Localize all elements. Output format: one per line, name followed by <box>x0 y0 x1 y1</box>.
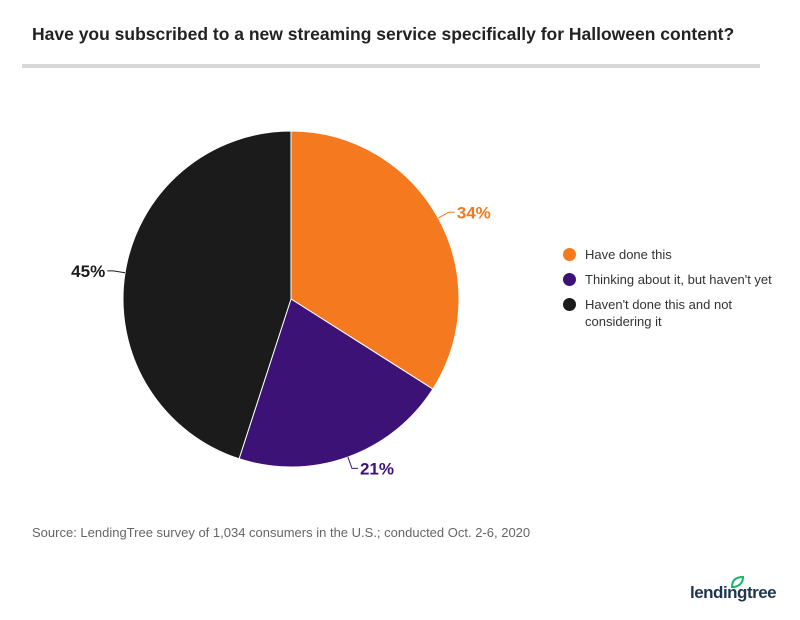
pie-slice <box>290 130 460 390</box>
source-note: Source: LendingTree survey of 1,034 cons… <box>32 525 531 540</box>
leaf-icon <box>730 576 744 588</box>
legend-item: Haven't done this and not considering it <box>563 296 773 330</box>
legend-item: Thinking about it, but haven't yet <box>563 271 773 288</box>
legend-swatch <box>563 248 576 261</box>
data-label: 21% <box>360 459 394 478</box>
legend-swatch <box>563 298 576 311</box>
legend: Have done this Thinking about it, but hav… <box>563 246 773 338</box>
logo-text: lendingtree <box>690 583 777 602</box>
pie-slice <box>122 130 292 460</box>
legend-swatch <box>563 273 576 286</box>
chart-title: Have you subscribed to a new streaming s… <box>32 24 735 44</box>
data-label: 34% <box>457 203 491 222</box>
legend-label: Haven't done this and not considering it <box>585 297 733 329</box>
legend-item: Have done this <box>563 246 773 263</box>
legend-label: Have done this <box>585 247 672 262</box>
legend-label: Thinking about it, but haven't yet <box>585 272 772 287</box>
leader-line <box>437 211 455 219</box>
title-divider <box>22 64 760 68</box>
leader-line <box>347 456 358 469</box>
leader-line <box>107 270 126 274</box>
data-label: 45% <box>71 262 105 281</box>
pie-slice <box>238 298 434 468</box>
lendingtree-logo: lendingtree <box>690 576 777 602</box>
